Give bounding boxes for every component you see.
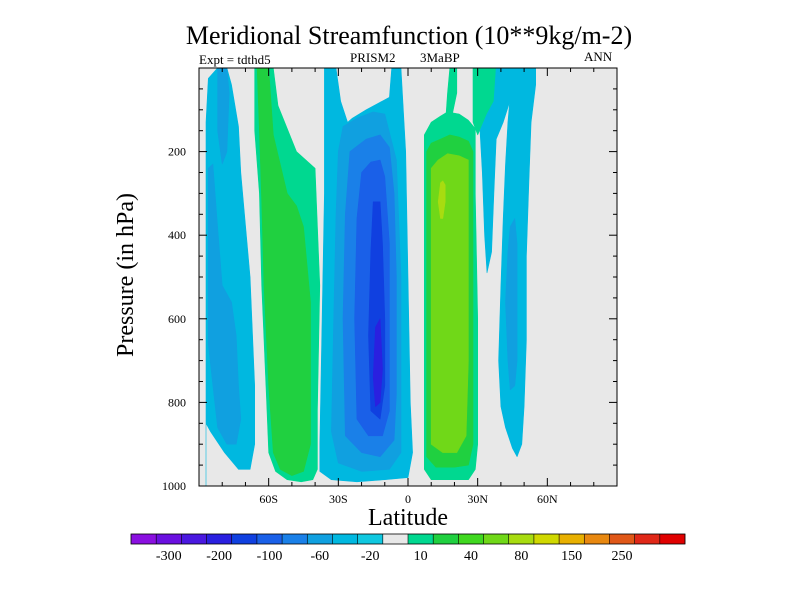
contour-region-sh-polar-core-1 [208,163,242,445]
colorbar-box [332,534,358,544]
plot-area: 60S 30S 0 30N 60N 200 400 600 800 1000 [162,67,618,506]
y-tick-label: 1000 [162,479,186,493]
colorbar-label: 250 [612,549,633,564]
contour-region-nh-hadley-80 [437,180,446,219]
colorbar-box [256,534,283,544]
colorbar: -300 -200 -100 -60 -20 10 40 80 150 250 [130,533,686,564]
y-tick-label: 200 [168,145,186,159]
colorbar-label: 80 [514,549,528,564]
colorbar-box [433,534,459,544]
y-tick-label: 400 [168,228,186,242]
y-tick-label: 800 [168,395,186,409]
colorbar-label: -60 [311,549,330,564]
colorbar-label: -100 [257,549,283,564]
model-label: PRISM2 [350,50,396,65]
x-tick-label: 0 [405,492,411,506]
colorbar-box [156,534,182,544]
colorbar-label: 10 [414,549,428,564]
colorbar-label: 150 [561,549,582,564]
contour-region-nh-hadley-40 [430,153,469,453]
x-tick-label: 30N [467,492,488,506]
colorbar-box [231,534,258,544]
season-label: ANN [584,49,613,64]
colorbar-box [634,534,661,544]
x-axis-label: Latitude [368,505,448,531]
colorbar-box [382,534,409,544]
contour-region-sh-ferrel-core [256,67,311,476]
colorbar-box [584,534,610,544]
x-tick-label: 60S [259,492,278,506]
colorbar-label: 40 [464,549,478,564]
colorbar-box [307,534,333,544]
colorbar-label: -300 [156,549,182,564]
x-tick-label: 60N [537,492,558,506]
colorbar-box [206,534,233,544]
y-tick-label: 600 [168,312,186,326]
colorbar-box [357,534,384,544]
colorbar-box [559,534,585,544]
colorbar-box [408,534,434,544]
y-axis-label: Pressure (in hPa) [113,193,139,357]
colorbar-box [659,534,686,544]
colorbar-box [508,534,535,544]
colorbar-box [458,534,484,544]
contour-region-sh-hadley-100 [372,318,383,407]
colorbar-label: -200 [206,549,232,564]
experiment-label: Expt = tdthd5 [199,52,271,67]
chart-title: Meridional Streamfunction (10**9kg/m-2) [186,21,632,50]
colorbar-box [131,534,157,544]
colorbar-box [282,534,308,544]
colorbar-box [483,534,510,544]
colorbar-box [533,534,560,544]
contour-region-nh-cyan-core [505,218,518,391]
colorbar-box [609,534,635,544]
colorbar-label: -20 [361,549,380,564]
period-label: 3MaBP [420,50,460,65]
x-tick-label: 30S [329,492,348,506]
colorbar-box [181,534,207,544]
